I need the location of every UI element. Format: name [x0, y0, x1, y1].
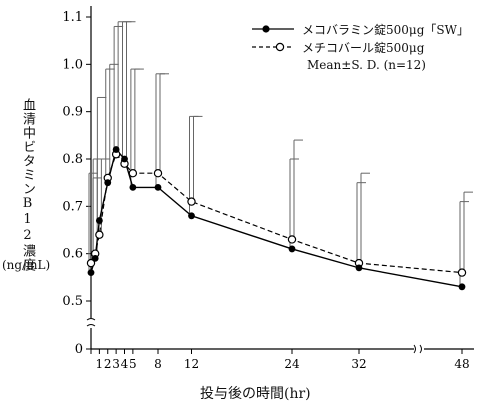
- data-point-methycobal: [86, 258, 96, 268]
- x-tick-label: 32: [351, 357, 366, 371]
- y-tick-label: 0: [75, 342, 83, 357]
- series-line-sw: [90, 148, 463, 288]
- y-tick-label: 0.9: [62, 105, 83, 120]
- data-point-methycobal: [153, 169, 163, 178]
- y-tick-label: 0.8: [62, 152, 83, 167]
- y-axis-unit: (ng/mL): [2, 258, 51, 272]
- data-point-sw: [87, 269, 95, 277]
- data-point-methycobal: [187, 197, 196, 206]
- y-tick-label: 0.5: [62, 294, 83, 309]
- data-point-sw: [355, 264, 363, 272]
- data-point-methycobal: [128, 169, 138, 178]
- x-tick-label: 8: [154, 357, 162, 371]
- data-point-sw: [104, 179, 112, 187]
- x-tick-label: 12: [184, 357, 199, 371]
- x-tick-label: 48: [454, 357, 469, 371]
- y-tick-label: 0.6: [62, 247, 83, 262]
- data-point-methycobal: [287, 235, 297, 244]
- data-point-sw: [154, 184, 162, 191]
- legend-item-methycobal: メチコバール錠500μg: [250, 38, 469, 56]
- x-tick-label: 1: [96, 357, 104, 371]
- data-point-sw: [288, 245, 296, 253]
- legend-label-sw: メコバラミン錠500μg「SW」: [302, 22, 469, 37]
- y-tick-label: 0.7: [62, 199, 83, 214]
- legend-label-methycobal: メチコバール錠500μg: [302, 40, 425, 55]
- x-axis-label: 投与後の時間(hr): [200, 386, 311, 402]
- data-point-sw: [95, 217, 103, 224]
- legend-item-sw: メコバラミン錠500μg「SW」: [250, 20, 469, 38]
- legend: メコバラミン錠500μg「SW」 メチコバール錠500μg Mean±S. D.…: [250, 20, 469, 74]
- x-tick-label: 24: [284, 357, 300, 371]
- data-point-sw: [91, 255, 99, 262]
- series-line-methycobal: [90, 153, 463, 274]
- data-point-sw: [458, 283, 466, 291]
- data-point-sw: [121, 155, 128, 163]
- x-tick-label: 5: [129, 357, 137, 371]
- data-point-sw: [188, 212, 195, 220]
- data-point-methycobal: [95, 230, 104, 239]
- x-axis-break: [413, 344, 422, 354]
- y-axis-break: [86, 318, 96, 327]
- data-point-methycobal: [457, 268, 467, 277]
- x-tick-label: 4: [121, 357, 129, 371]
- legend-marker-open: [252, 42, 294, 52]
- data-point-sw: [112, 146, 120, 153]
- y-axis-label: 血清中ビタミンB12濃度: [20, 98, 35, 272]
- y-tick-label: 1.0: [62, 57, 83, 72]
- x-tick-label: 2: [104, 357, 112, 371]
- legend-marker-filled: [252, 25, 294, 33]
- y-tick-label: 1.1: [62, 10, 83, 25]
- data-point-sw: [129, 184, 137, 191]
- x-tick-label: 3: [112, 357, 120, 371]
- legend-note: Mean±S. D. (n=12): [307, 58, 426, 72]
